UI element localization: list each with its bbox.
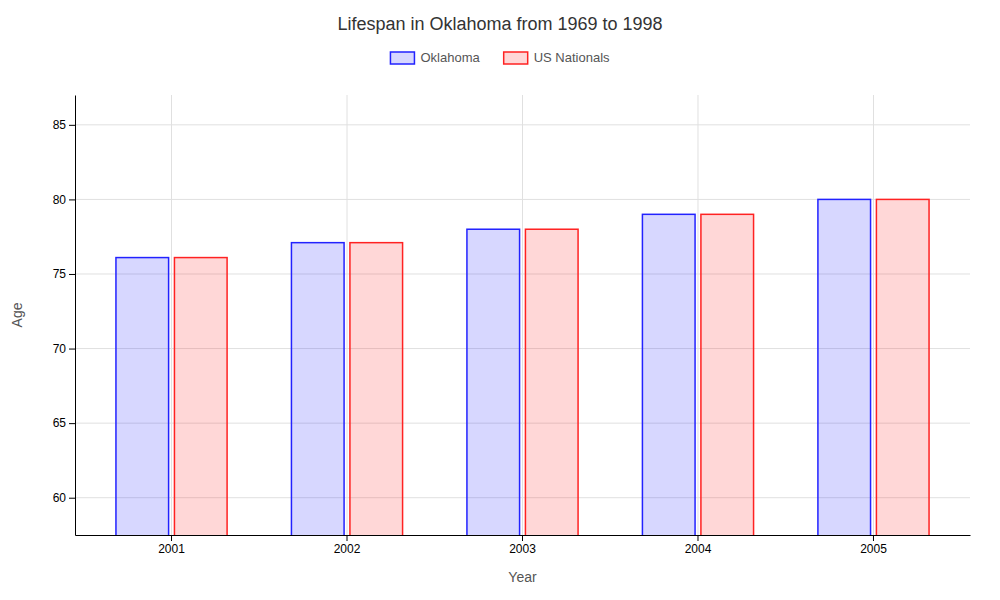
legend-item: Oklahoma — [390, 50, 480, 65]
x-tick-mark — [873, 535, 874, 541]
y-tick-label: 85 — [53, 118, 67, 132]
y-tick-label: 65 — [53, 416, 67, 430]
x-axis: 2001 2002 2003 2004 2005 — [76, 535, 971, 556]
legend-label: US Nationals — [534, 50, 610, 65]
y-tick: 70 — [53, 342, 75, 356]
x-tick: 2002 — [334, 535, 361, 556]
bar-series — [116, 199, 871, 535]
bar — [642, 214, 695, 535]
x-tick: 2005 — [860, 535, 887, 556]
bar — [525, 229, 578, 535]
grid-line-x — [873, 95, 874, 535]
x-tick-label: 2005 — [860, 542, 887, 556]
grid-line-x — [347, 95, 348, 535]
legend: Oklahoma US Nationals — [390, 50, 610, 65]
x-tick-mark — [697, 535, 698, 541]
x-tick-mark — [171, 535, 172, 541]
x-tick: 2004 — [685, 535, 712, 556]
bar — [876, 199, 929, 535]
x-tick-mark — [522, 535, 523, 541]
y-axis: 60 65 70 75 80 85 — [53, 96, 76, 536]
plot: 60 65 70 75 80 85 2001 2002 2003 2004 2005 — [53, 95, 971, 600]
y-axis-title: Age — [9, 302, 25, 327]
chart: 60 65 70 75 80 85 2001 2002 2003 2004 2005 Lifespan… — [0, 0, 1000, 600]
x-tick-label: 2004 — [685, 542, 712, 556]
y-tick-label: 80 — [53, 193, 67, 207]
y-tick-label: 60 — [53, 491, 67, 505]
x-tick-label: 2002 — [334, 542, 361, 556]
y-tick-label: 75 — [53, 267, 67, 281]
title: Lifespan in Oklahoma from 1969 to 1998 — [337, 14, 662, 34]
bar — [291, 243, 344, 535]
y-tick: 65 — [53, 416, 75, 430]
grid-line-x — [522, 95, 523, 535]
y-tick-mark — [69, 423, 75, 424]
grid-line-x — [697, 95, 698, 535]
legend-item: US Nationals — [504, 50, 610, 65]
y-tick-mark — [69, 199, 75, 200]
x-tick-label: 2003 — [509, 542, 536, 556]
y-tick: 60 — [53, 491, 75, 505]
x-tick: 2001 — [158, 535, 185, 556]
legend-swatch — [390, 52, 414, 64]
bar — [174, 258, 227, 535]
x-tick: 2003 — [509, 535, 536, 556]
y-tick: 85 — [53, 118, 75, 132]
bar — [818, 199, 871, 535]
y-tick: 75 — [53, 267, 75, 281]
y-tick-mark — [69, 349, 75, 350]
y-tick: 80 — [53, 193, 75, 207]
bar — [350, 243, 403, 535]
x-tick-label: 2001 — [158, 542, 185, 556]
grid-line-x — [171, 95, 172, 535]
x-axis-title: Year — [508, 569, 537, 585]
bar — [467, 229, 520, 535]
y-tick-mark — [69, 274, 75, 275]
bar-series — [174, 199, 929, 535]
y-tick-mark — [69, 498, 75, 499]
bars — [116, 199, 929, 535]
legend-swatch — [504, 52, 528, 64]
bar — [116, 258, 169, 535]
y-tick-label: 70 — [53, 342, 67, 356]
x-tick-mark — [347, 535, 348, 541]
y-tick-mark — [69, 125, 75, 126]
bar — [701, 214, 754, 535]
y-axis-line — [75, 96, 76, 536]
legend-label: Oklahoma — [420, 50, 480, 65]
